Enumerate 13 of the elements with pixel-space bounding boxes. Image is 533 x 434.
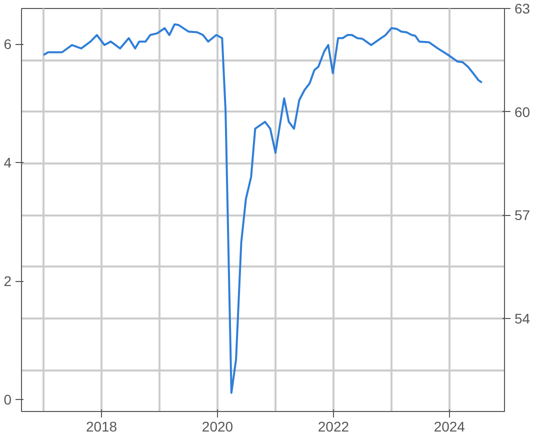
y2-tick-label: 63 (514, 0, 530, 16)
x-tick-label: 2024 (434, 418, 466, 434)
x-tick-label: 2020 (202, 418, 234, 434)
y2-tick-label: 54 (514, 310, 530, 326)
line-series (42, 23, 483, 394)
y-tick-label: 6 (4, 36, 12, 52)
x-tick-label: 2022 (318, 418, 350, 434)
x-tick-label: 2018 (86, 418, 118, 434)
y-tick-label: 2 (4, 273, 12, 290)
y2-tick-label: 57 (514, 207, 530, 224)
y-tick-label: 4 (4, 154, 12, 171)
y-tick-label: 0 (4, 392, 12, 408)
y2-tick-label: 60 (514, 104, 530, 120)
